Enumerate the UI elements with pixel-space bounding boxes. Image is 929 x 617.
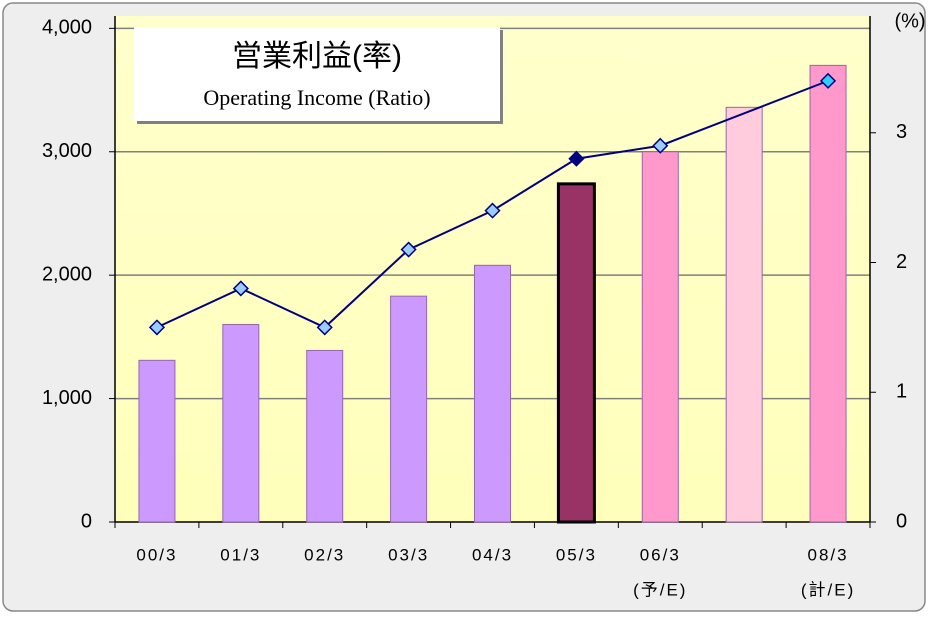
marker	[819, 72, 837, 89]
y-tick-label: 0	[81, 510, 92, 532]
marker	[652, 137, 669, 154]
y2-tick-label: 1	[896, 381, 907, 403]
x-tick-label: 02/3	[304, 545, 345, 564]
bar	[809, 64, 847, 523]
y2-tick-label: 2	[896, 251, 907, 273]
title-box	[134, 27, 500, 121]
y-tick-label: 4,000	[42, 17, 92, 39]
chart-title: 営業利益(率)	[232, 40, 402, 73]
y2-axis-label: (%)	[894, 10, 925, 32]
bar	[641, 151, 679, 523]
bar	[222, 324, 260, 523]
marker	[484, 202, 501, 219]
bar	[556, 182, 596, 524]
marker	[568, 150, 585, 167]
marker	[148, 319, 166, 336]
y-tick-label: 2,000	[42, 263, 92, 285]
x-tick-label: 00/3	[136, 545, 177, 564]
bar	[138, 359, 176, 523]
chart-subtitle: Operating Income (Ratio)	[203, 85, 430, 110]
x-tick-label: 08/3	[808, 545, 849, 564]
bar	[725, 106, 763, 523]
y-tick-label: 1,000	[42, 387, 92, 409]
bar	[390, 295, 428, 523]
x-tick-label: 06/3	[640, 545, 681, 564]
marker	[232, 280, 249, 297]
x-tick-sublabel: (予/E)	[633, 580, 687, 599]
y-tick-label: 3,000	[42, 140, 92, 162]
x-tick-label: 05/3	[556, 545, 597, 564]
bar	[474, 264, 511, 523]
y2-tick-label: 3	[896, 121, 907, 143]
line	[156, 79, 829, 329]
marker	[316, 319, 333, 336]
y2-tick-label: 0	[896, 510, 907, 532]
x-tick-label: 04/3	[472, 545, 513, 564]
x-tick-sublabel: (計/E)	[801, 580, 855, 599]
x-tick-label: 01/3	[220, 545, 261, 564]
bar	[306, 349, 344, 523]
marker	[400, 241, 417, 258]
x-tick-label: 03/3	[388, 545, 429, 564]
